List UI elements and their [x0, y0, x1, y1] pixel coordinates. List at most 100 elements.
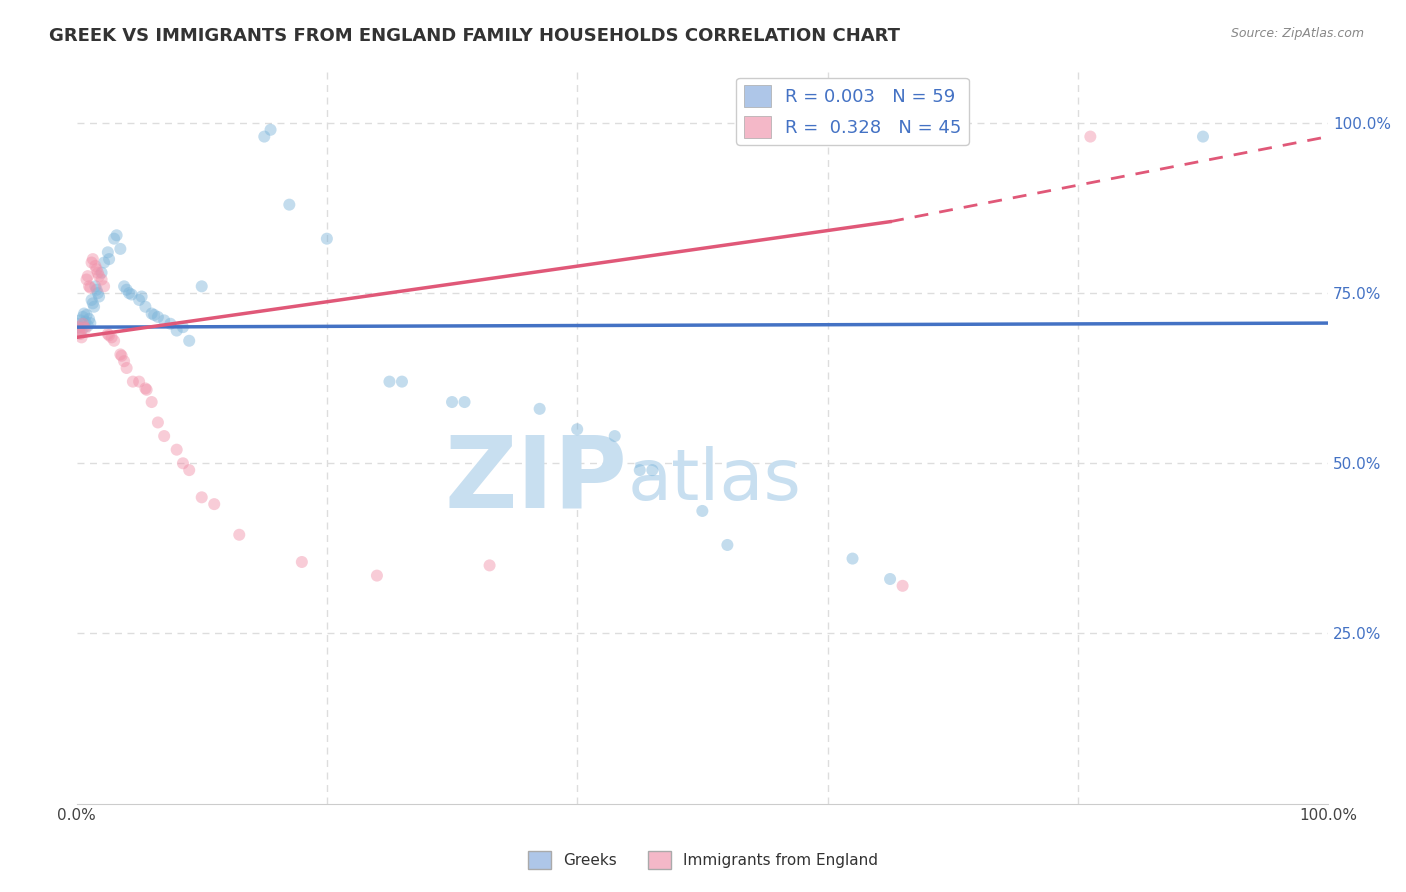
Point — [66, 317, 89, 331]
Point — [79, 316, 101, 330]
Point — [97, 245, 120, 260]
Point — [179, 334, 201, 348]
Point — [69, 326, 91, 341]
Point — [70, 324, 93, 338]
Point — [112, 354, 135, 368]
Point — [83, 300, 105, 314]
Point — [90, 266, 112, 280]
Point — [112, 279, 135, 293]
Point — [67, 320, 90, 334]
Point — [80, 255, 103, 269]
Point — [103, 334, 125, 348]
Point — [128, 375, 150, 389]
Point — [105, 228, 128, 243]
Point — [253, 129, 276, 144]
Point — [77, 312, 100, 326]
Point — [87, 286, 110, 301]
Point — [641, 463, 664, 477]
Point — [291, 555, 314, 569]
Point — [478, 558, 501, 573]
Point — [110, 242, 132, 256]
Point — [366, 568, 388, 582]
Point — [190, 491, 212, 505]
Point — [87, 266, 110, 280]
Point — [76, 308, 98, 322]
Point — [166, 324, 188, 338]
Point — [315, 232, 337, 246]
Point — [172, 320, 194, 334]
Point — [159, 317, 181, 331]
Point — [378, 375, 401, 389]
Point — [80, 293, 103, 307]
Point — [110, 347, 132, 361]
Point — [228, 528, 250, 542]
Point — [841, 551, 863, 566]
Point — [98, 252, 121, 266]
Point — [66, 320, 89, 334]
Point — [202, 497, 225, 511]
Point — [179, 463, 201, 477]
Text: ZIP: ZIP — [444, 432, 627, 529]
Point — [98, 328, 121, 343]
Point — [82, 252, 104, 266]
Point — [115, 361, 138, 376]
Point — [121, 287, 143, 301]
Point — [190, 279, 212, 293]
Point — [879, 572, 901, 586]
Point — [259, 122, 281, 136]
Point — [153, 313, 176, 327]
Point — [453, 395, 475, 409]
Point — [134, 300, 156, 314]
Point — [87, 269, 110, 284]
Point — [87, 289, 110, 303]
Point — [391, 375, 413, 389]
Point — [278, 197, 301, 211]
Point — [143, 308, 166, 322]
Point — [529, 401, 551, 416]
Point — [93, 255, 115, 269]
Point — [84, 259, 107, 273]
Point — [115, 283, 138, 297]
Point — [72, 317, 94, 331]
Point — [75, 315, 97, 329]
Point — [1192, 129, 1215, 144]
Point — [603, 429, 626, 443]
Point — [441, 395, 464, 409]
Point — [134, 381, 156, 395]
Point — [628, 463, 651, 477]
Point — [86, 262, 108, 277]
Text: atlas: atlas — [627, 446, 801, 515]
Point — [69, 313, 91, 327]
Point — [73, 320, 96, 334]
Point — [146, 416, 169, 430]
Point — [110, 349, 132, 363]
Point — [172, 456, 194, 470]
Point — [716, 538, 738, 552]
Point — [128, 293, 150, 307]
Point — [93, 279, 115, 293]
Point — [77, 279, 100, 293]
Point — [84, 279, 107, 293]
Point — [82, 296, 104, 310]
Point — [79, 281, 101, 295]
Point — [86, 283, 108, 297]
Point — [72, 310, 94, 324]
Point — [97, 326, 120, 341]
Point — [90, 272, 112, 286]
Point — [131, 289, 153, 303]
Point — [141, 307, 163, 321]
Point — [118, 286, 141, 301]
Point — [146, 310, 169, 324]
Point — [1078, 129, 1101, 144]
Point — [75, 321, 97, 335]
Point — [122, 375, 145, 389]
Point — [73, 307, 96, 321]
Text: Source: ZipAtlas.com: Source: ZipAtlas.com — [1230, 27, 1364, 40]
Point — [692, 504, 714, 518]
Point — [891, 579, 914, 593]
Point — [141, 395, 163, 409]
Point — [166, 442, 188, 457]
Point — [135, 383, 157, 397]
Point — [70, 330, 93, 344]
Point — [76, 269, 98, 284]
